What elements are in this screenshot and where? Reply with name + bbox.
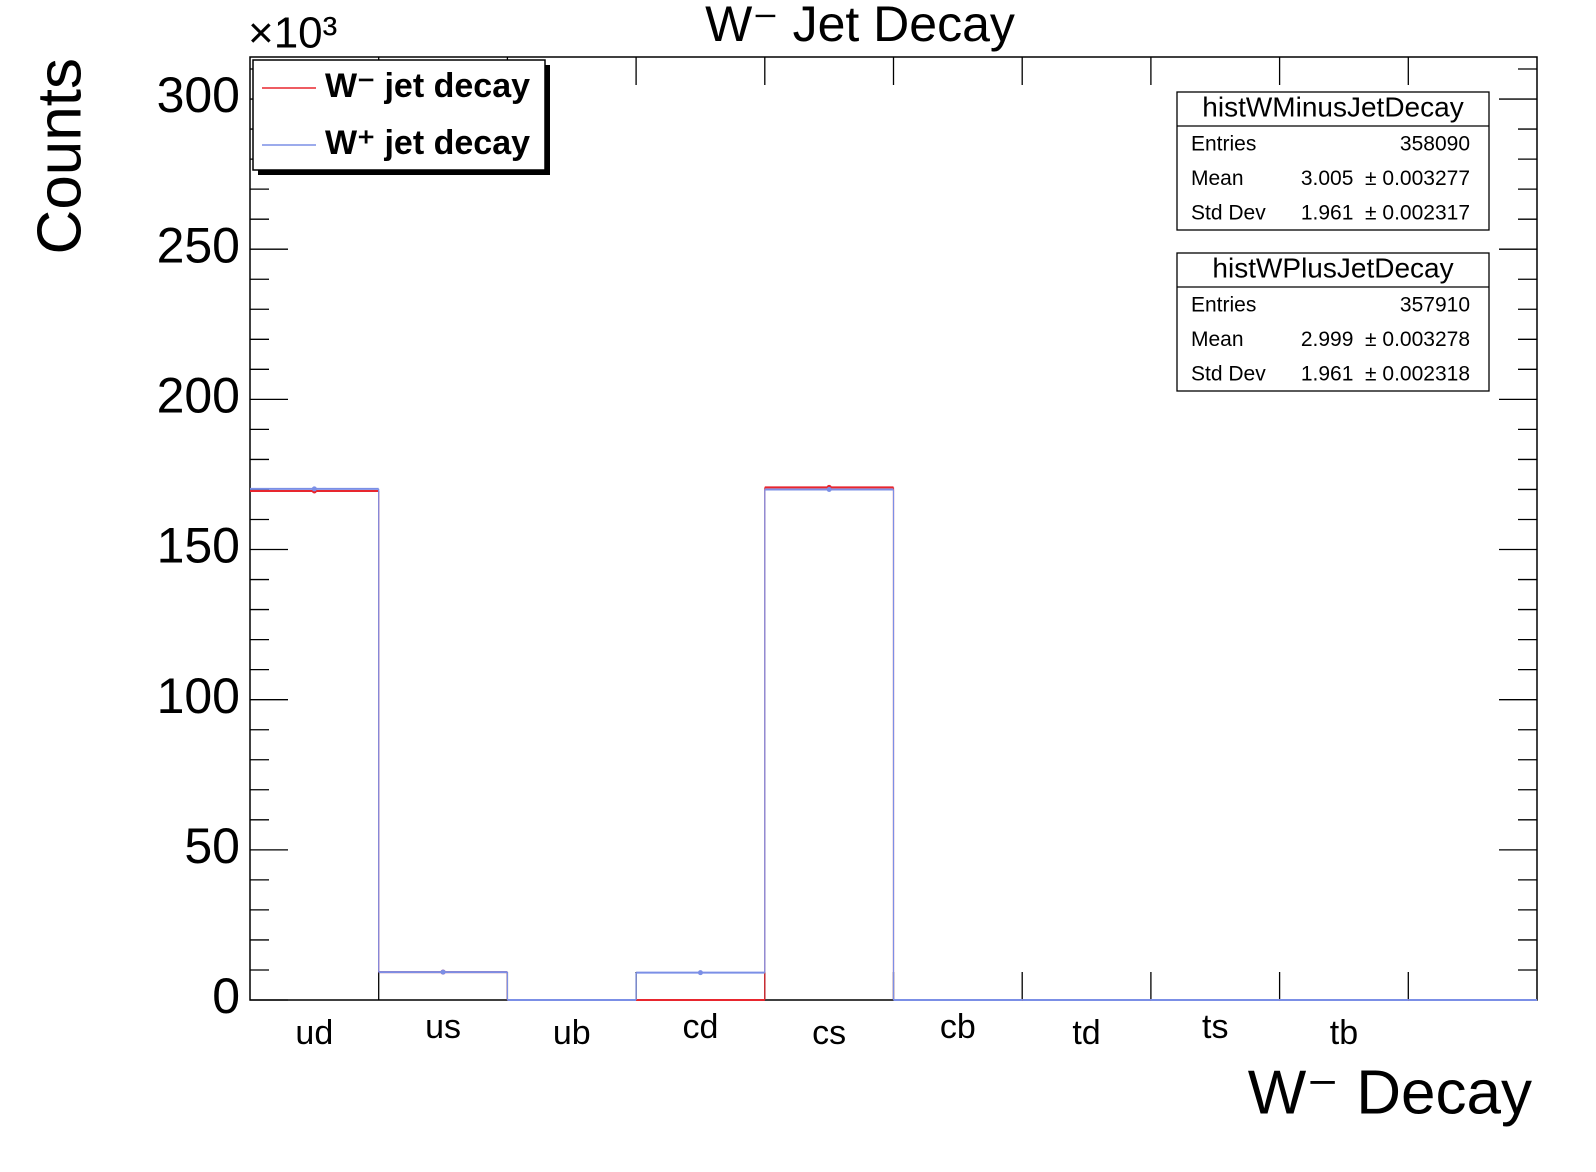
y-tick-label: 50 [184,818,240,874]
bin-marker [311,486,317,492]
chart-title: W⁻ Jet Decay [705,0,1015,52]
x-tick-label: cs [812,1014,846,1052]
stats-title: histWPlusJetDecay [1212,252,1453,283]
stats-box [1176,91,1490,231]
bin-marker [440,969,446,975]
stats-value: 1.961 ± 0.002318 [1301,363,1470,386]
y-tick-label: 0 [212,968,240,1024]
y-tick-label: 100 [157,668,240,724]
stats-label: Std Dev [1191,363,1266,386]
stats-box [1176,252,1490,392]
stats-value: 2.999 ± 0.003278 [1301,328,1470,351]
x-axis-label: W⁻ Decay [1248,1058,1532,1127]
stats-label: Mean [1191,328,1244,351]
legend-box [252,59,546,171]
stats-title: histWMinusJetDecay [1202,91,1463,122]
y-axis-label: Counts [25,58,94,254]
y-tick-label: 250 [157,217,240,273]
x-tick-label: us [425,1008,461,1046]
stats-label: Entries [1191,133,1256,156]
stats-value: 1.961 ± 0.002317 [1301,202,1470,225]
x-tick-label: tb [1330,1014,1358,1052]
y-multiplier: ×10³ [248,9,337,58]
stats-label: Std Dev [1191,202,1266,225]
bin-marker [697,970,703,976]
stats-label: Mean [1191,167,1244,190]
x-tick-label: ub [553,1014,591,1052]
y-tick-label: 300 [157,67,240,123]
stats-value: 357910 [1400,294,1470,317]
x-tick-label: cd [682,1008,718,1046]
stats-value: 3.005 ± 0.003277 [1301,167,1470,190]
bin-marker [826,486,832,492]
legend-label: W⁺ jet decay [325,124,530,162]
y-tick-label: 200 [157,368,240,424]
stats-value: 358090 [1400,133,1470,156]
x-tick-label: ts [1202,1008,1228,1046]
legend-label: W⁻ jet decay [325,67,530,105]
x-tick-label: cb [940,1008,976,1046]
x-tick-label: ud [295,1014,333,1052]
x-tick-label: td [1072,1014,1100,1052]
y-tick-label: 150 [157,518,240,574]
stats-label: Entries [1191,294,1256,317]
